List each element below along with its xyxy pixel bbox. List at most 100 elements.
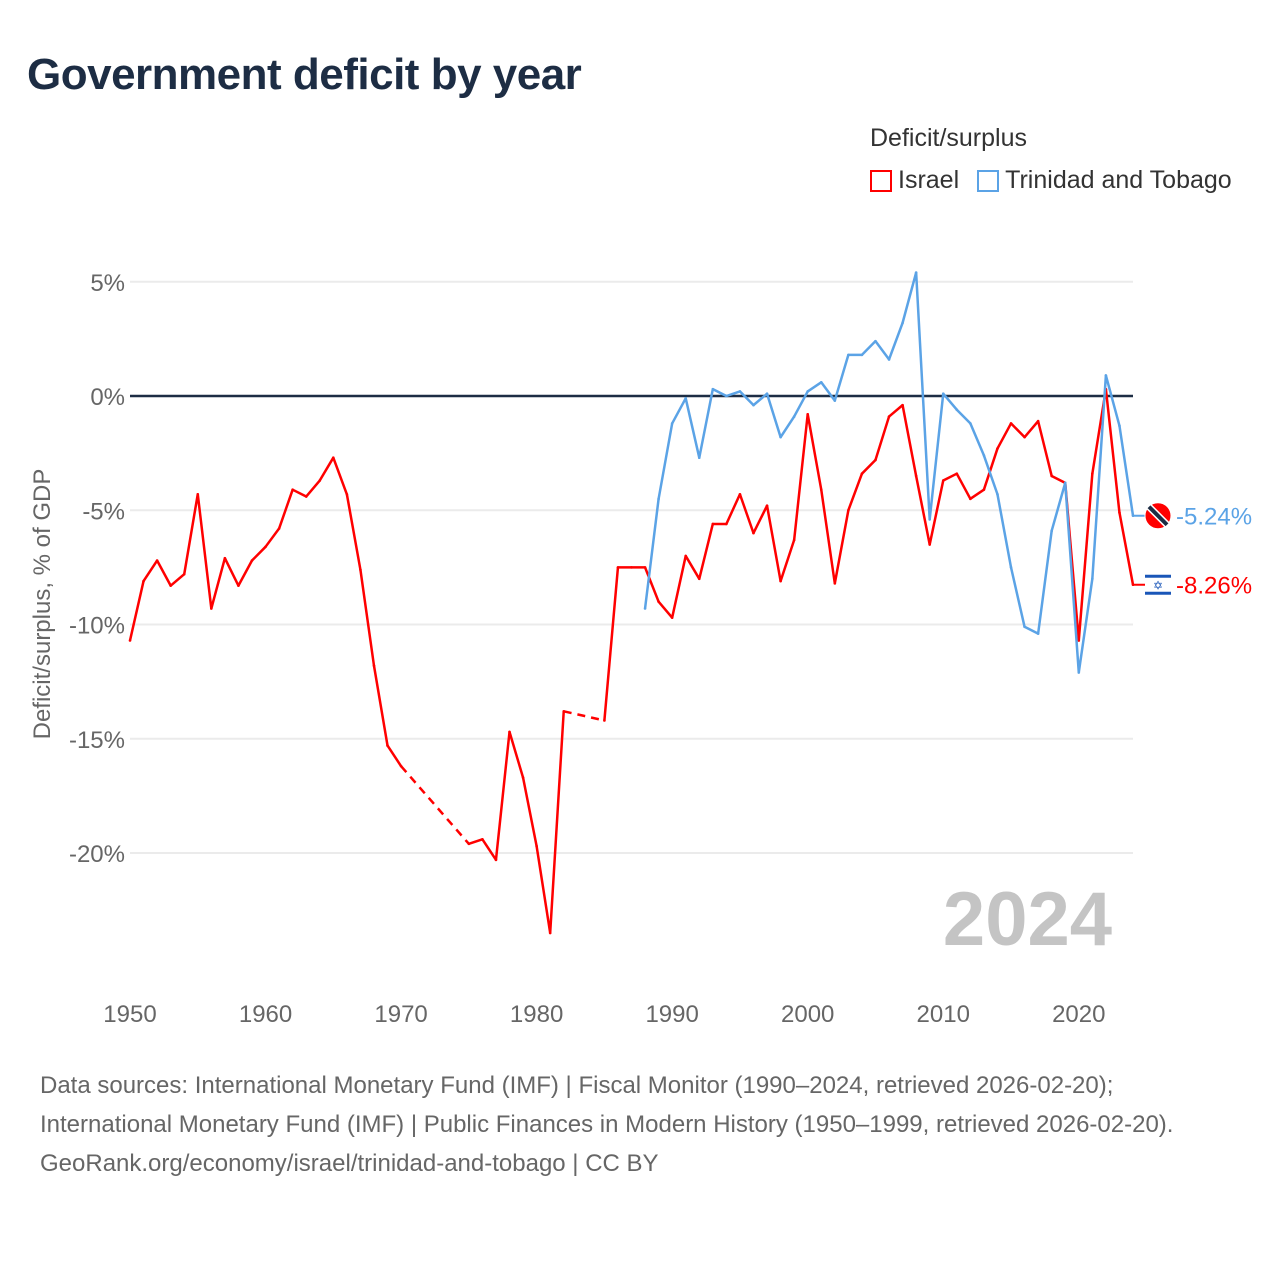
data-point [1009, 422, 1013, 425]
data-point [521, 776, 525, 779]
data-point [833, 399, 837, 402]
data-point [684, 396, 688, 400]
data-point [697, 456, 701, 459]
data-point [657, 600, 660, 603]
data-point [562, 710, 566, 713]
data-point [535, 844, 538, 848]
data-point [901, 321, 904, 325]
data-point [1036, 419, 1040, 423]
data-point [1023, 625, 1026, 629]
x-tick-label: 1980 [510, 1001, 563, 1028]
flag-stripe [1145, 574, 1171, 578]
legend-title: Deficit/surplus [870, 124, 1027, 152]
data-point [887, 358, 891, 361]
data-point [806, 390, 810, 393]
y-tick-label: -20% [69, 841, 125, 868]
data-point [386, 744, 389, 747]
credit-link[interactable]: GeoRank.org/economy/israel/trinidad-and-… [40, 1150, 659, 1177]
series-gap-dashed-0 [563, 710, 605, 722]
data-point [467, 842, 471, 846]
data-point [616, 566, 620, 569]
data-point [1104, 374, 1108, 377]
data-point [643, 607, 647, 610]
data-point [223, 556, 227, 560]
data-point [1091, 472, 1094, 475]
data-point [996, 447, 999, 450]
data-point [792, 538, 796, 542]
data-point [738, 390, 742, 393]
data-point [1009, 566, 1013, 569]
legend-item-israel[interactable]: Israel [870, 166, 959, 195]
data-point [779, 579, 782, 583]
year-watermark: 2024 [943, 877, 1112, 962]
data-point [874, 339, 877, 343]
data-point [765, 504, 769, 507]
data-point [1091, 577, 1094, 581]
chart-title: Government deficit by year [27, 50, 582, 99]
data-point [847, 508, 850, 512]
data-point [969, 497, 972, 501]
data-point [738, 492, 742, 496]
data-point [955, 472, 959, 475]
data-point [1118, 424, 1121, 428]
x-tick-label: 1970 [374, 1001, 427, 1028]
data-point [399, 764, 403, 768]
data-point [1118, 511, 1121, 514]
data-point [210, 607, 213, 610]
data-point [237, 584, 240, 587]
legend-label: Trinidad and Tobago [1005, 166, 1232, 194]
series-line-0 [128, 456, 403, 767]
data-point [304, 495, 308, 498]
data-point [887, 415, 891, 418]
end-value-label: -8.26% [1176, 573, 1252, 600]
x-tick-label: 1960 [239, 1001, 292, 1028]
legend-label: Israel [898, 166, 960, 194]
legend-swatch-trinidad [977, 169, 1000, 192]
data-point [291, 488, 294, 491]
data-point [670, 616, 674, 619]
data-point [603, 719, 606, 722]
data-point [630, 566, 633, 569]
data-point [155, 559, 159, 562]
data-point [792, 415, 796, 418]
data-point [711, 387, 715, 391]
y-tick-label: 0% [90, 384, 125, 411]
data-point [819, 380, 823, 384]
data-point [914, 474, 918, 478]
data-point [250, 559, 254, 562]
flag-stripe [1147, 505, 1169, 527]
data-point [142, 579, 145, 583]
data-point [765, 392, 769, 396]
data-point [264, 545, 267, 549]
data-point [372, 664, 376, 667]
data-point [697, 577, 701, 581]
footer: Data sources: International Monetary Fun… [40, 1066, 1240, 1183]
star-of-david-icon: ✡ [1153, 579, 1163, 593]
data-point [928, 543, 931, 546]
israel-flag-icon [1145, 571, 1171, 598]
y-tick-label: -10% [69, 613, 125, 640]
data-point [833, 582, 837, 585]
data-point [982, 488, 986, 491]
data-point [752, 531, 755, 535]
data-point [901, 403, 904, 407]
y-tick-label: -5% [82, 498, 125, 525]
x-tick-label: 2020 [1052, 1001, 1105, 1028]
data-point [982, 454, 986, 457]
y-tick-label: -15% [69, 727, 125, 754]
data-point [277, 527, 281, 530]
series-line-0 [468, 711, 565, 935]
x-tick-label: 1990 [645, 1001, 698, 1028]
data-point [182, 572, 186, 576]
y-axis-label: Deficit/surplus, % of GDP [29, 469, 56, 740]
data-point [941, 392, 945, 396]
data-point [332, 456, 335, 459]
data-point [914, 271, 918, 274]
data-point [345, 492, 349, 496]
data-point [860, 472, 864, 475]
data-point [1023, 435, 1026, 439]
series-line-1 [643, 271, 1135, 674]
data-point [955, 408, 959, 412]
legend-item-trinidad[interactable]: Trinidad and Tobago [977, 166, 1232, 195]
